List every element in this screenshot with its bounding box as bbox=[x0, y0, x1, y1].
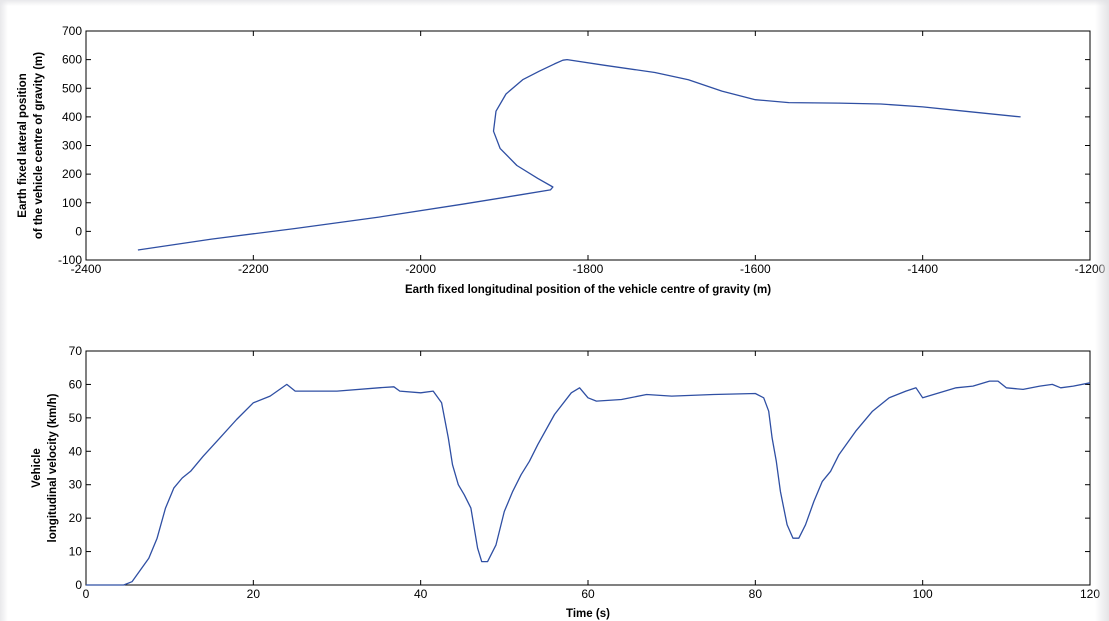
y-axis-title-line: Earth fixed lateral position bbox=[17, 73, 29, 217]
window-left-shadow bbox=[0, 0, 8, 621]
series-line bbox=[137, 58, 1021, 251]
y-tick-label: 0 bbox=[75, 224, 82, 238]
x-tick-label: 80 bbox=[749, 587, 763, 601]
y-tick-label: 600 bbox=[62, 53, 82, 67]
x-axis-title: Earth fixed longitudinal position of the… bbox=[405, 284, 771, 296]
y-tick-label: 700 bbox=[62, 24, 82, 38]
window-top-shadow bbox=[0, 0, 1109, 6]
x-tick-label: -1600 bbox=[740, 262, 771, 276]
y-axis-title-line: Vehicle bbox=[31, 448, 43, 488]
x-axis-title: Time (s) bbox=[566, 608, 610, 620]
y-tick-label: 20 bbox=[69, 511, 83, 525]
chart-1: -2400 -2200 -2000 -1800 -1600 -1400 -1200-1000… bbox=[17, 24, 1106, 296]
y-axis-title-line: longitudinal velocity (km/h) bbox=[47, 393, 59, 542]
y-tick-label: 0 bbox=[75, 578, 82, 592]
y-tick-label: 300 bbox=[62, 139, 82, 153]
y-tick-label: 60 bbox=[69, 377, 83, 391]
x-tick-label: 0 bbox=[83, 587, 90, 601]
x-tick-label: -2400 bbox=[71, 262, 102, 276]
x-tick-label: 20 bbox=[247, 587, 261, 601]
x-tick-label: 100 bbox=[913, 587, 933, 601]
x-tick-label: 40 bbox=[414, 587, 428, 601]
y-tick-label: 10 bbox=[69, 545, 83, 559]
y-tick-label: 30 bbox=[69, 478, 83, 492]
series-line bbox=[86, 380, 1091, 586]
x-tick-label: 60 bbox=[581, 587, 595, 601]
window-right-shadow bbox=[1095, 0, 1109, 621]
x-tick-label: -2200 bbox=[238, 262, 269, 276]
y-tick-label: 200 bbox=[62, 167, 82, 181]
y-tick-label: 70 bbox=[69, 344, 83, 358]
y-tick-label: 500 bbox=[62, 81, 82, 95]
y-tick-label: 100 bbox=[62, 196, 82, 210]
x-tick-label: -1400 bbox=[907, 262, 938, 276]
x-tick-label: -1800 bbox=[573, 262, 604, 276]
plot-area bbox=[85, 30, 1091, 261]
plot-area bbox=[85, 350, 1091, 586]
y-tick-label: -100 bbox=[58, 253, 82, 267]
y-tick-label: 40 bbox=[69, 444, 83, 458]
x-tick-label: -2000 bbox=[405, 262, 436, 276]
y-axis-title-line: of the vehicle centre of gravity (m) bbox=[33, 52, 45, 239]
y-tick-label: 50 bbox=[69, 411, 83, 425]
y-tick-label: 400 bbox=[62, 110, 82, 124]
